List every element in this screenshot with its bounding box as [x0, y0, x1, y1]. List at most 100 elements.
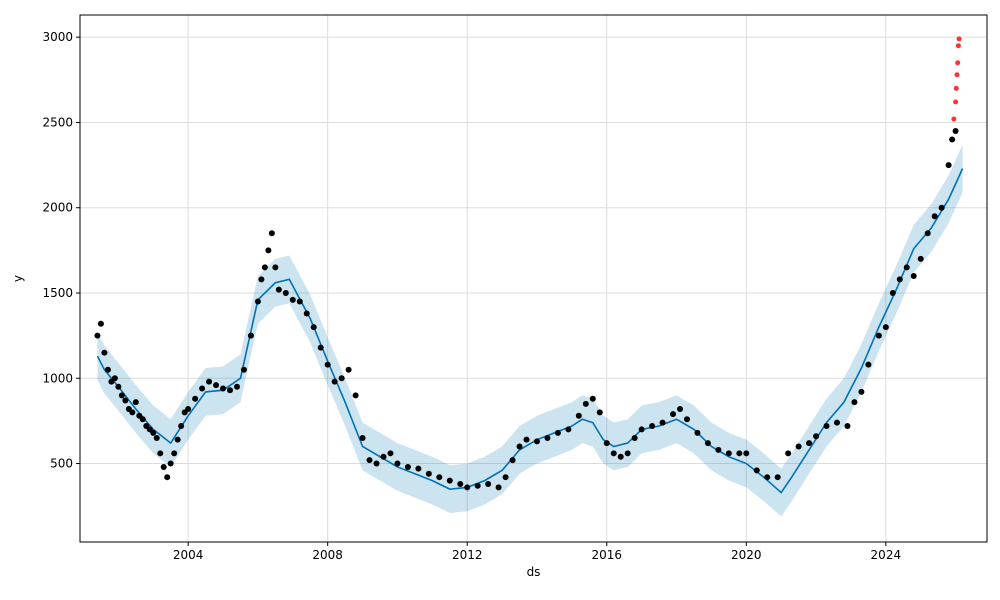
observed-point: [97, 320, 104, 327]
observed-point: [638, 426, 645, 433]
observed-point: [415, 465, 422, 472]
observed-point: [404, 463, 411, 470]
observed-point: [282, 289, 289, 296]
observed-point: [617, 453, 624, 460]
observed-point: [945, 162, 952, 169]
observed-point: [132, 399, 139, 406]
y-tick-label: 1500: [42, 286, 73, 300]
observed-point: [104, 366, 111, 373]
observed-point: [903, 264, 910, 271]
observed-point: [694, 429, 701, 436]
grid-lines: [80, 15, 987, 542]
observed-points: [94, 127, 959, 491]
observed-point: [910, 272, 917, 279]
observed-point: [268, 230, 275, 237]
observed-point: [509, 457, 516, 464]
observed-point: [296, 298, 303, 305]
observed-point: [743, 450, 750, 457]
observed-point: [436, 474, 443, 481]
anomaly-point: [953, 85, 959, 91]
y-axis-label: y: [11, 275, 25, 282]
uncertainty-band-area: [97, 144, 963, 517]
observed-point: [139, 416, 146, 423]
observed-point: [380, 453, 387, 460]
observed-point: [610, 450, 617, 457]
observed-point: [565, 426, 572, 433]
observed-point: [813, 433, 820, 440]
observed-point: [129, 409, 136, 416]
observed-point: [683, 416, 690, 423]
observed-point: [359, 434, 366, 441]
observed-point: [171, 450, 178, 457]
observed-point: [206, 378, 213, 385]
observed-point: [178, 423, 185, 430]
observed-point: [310, 324, 317, 331]
observed-point: [649, 423, 656, 430]
observed-point: [502, 474, 509, 481]
observed-point: [865, 361, 872, 368]
observed-point: [774, 474, 781, 481]
observed-point: [446, 477, 453, 484]
observed-point: [150, 429, 157, 436]
observed-point: [167, 460, 174, 467]
x-tick-label: 2012: [452, 548, 483, 562]
observed-point: [516, 443, 523, 450]
observed-point: [624, 450, 631, 457]
forecast-line-path: [96, 168, 964, 494]
anomaly-point: [954, 72, 960, 78]
observed-point: [111, 375, 118, 382]
observed-point: [851, 399, 858, 406]
x-axis-label: ds: [527, 565, 541, 579]
observed-point: [338, 375, 345, 382]
observed-point: [317, 344, 324, 351]
observed-point: [164, 474, 171, 481]
observed-point: [258, 276, 265, 283]
plot-frame: [79, 14, 988, 543]
observed-point: [192, 395, 199, 402]
anomaly-point: [951, 116, 957, 122]
observed-point: [118, 392, 125, 399]
observed-point: [704, 440, 711, 447]
observed-point: [858, 388, 865, 395]
observed-point: [94, 332, 101, 339]
observed-point: [289, 296, 296, 303]
y-tick-label: 500: [50, 457, 73, 471]
observed-point: [670, 411, 677, 418]
observed-point: [474, 482, 481, 489]
observed-point: [122, 397, 129, 404]
anomaly-points: [951, 36, 962, 122]
observed-point: [924, 230, 931, 237]
anomaly-point: [955, 43, 961, 49]
observed-point: [485, 481, 492, 488]
observed-point: [523, 436, 530, 443]
anomaly-point: [956, 36, 962, 42]
observed-point: [275, 286, 282, 293]
x-tick-label: 2024: [871, 548, 902, 562]
observed-point: [457, 481, 464, 488]
observed-point: [677, 405, 684, 412]
observed-point: [265, 247, 272, 254]
x-axis-ticks: 2004 2008 2012 2016 2020 2024: [173, 542, 901, 562]
observed-point: [153, 434, 160, 441]
observed-point: [272, 264, 279, 271]
observed-point: [227, 387, 234, 394]
observed-point: [199, 385, 206, 392]
observed-point: [753, 467, 760, 474]
observed-point: [495, 484, 502, 491]
observed-point: [366, 457, 373, 464]
observed-point: [220, 385, 227, 392]
observed-point: [185, 405, 192, 412]
y-tick-label: 2500: [42, 115, 73, 129]
observed-point: [582, 400, 589, 407]
observed-point: [806, 440, 813, 447]
anomaly-point: [955, 60, 961, 66]
observed-point: [464, 484, 471, 491]
observed-point: [240, 366, 247, 373]
observed-point: [823, 423, 830, 430]
observed-point: [254, 298, 261, 305]
observed-point: [160, 463, 167, 470]
x-tick-label: 2020: [731, 548, 762, 562]
observed-point: [725, 450, 732, 457]
anomaly-point: [953, 99, 959, 105]
